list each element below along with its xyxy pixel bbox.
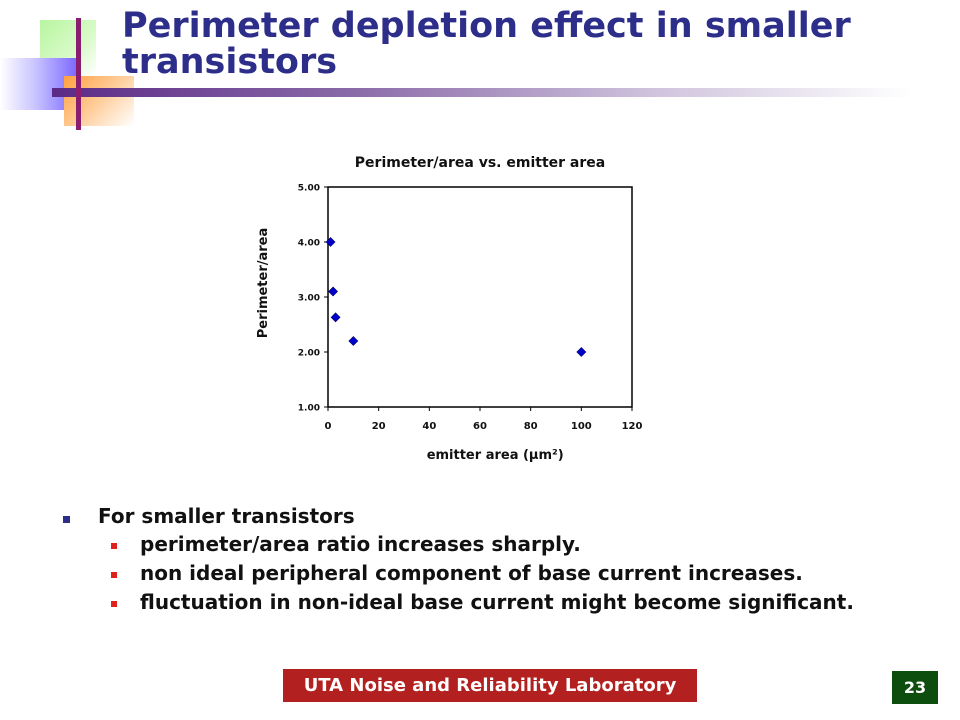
chart-title: Perimeter/area vs. emitter area <box>355 155 605 171</box>
decor-orange-square <box>64 76 134 126</box>
scatter-chart: Perimeter/area vs. emitter area 1.00 2.00 3… <box>256 155 643 463</box>
footer-lab-label: UTA Noise and Reliability Laboratory <box>283 669 697 702</box>
y-axis-label: Perimeter/area <box>256 228 271 339</box>
sub-bullet-square-icon <box>111 572 117 578</box>
data-point <box>330 312 341 323</box>
decor-vertical-bar <box>76 18 81 130</box>
bullet-list: For smaller transistors perimeter/area r… <box>60 504 940 619</box>
y-tick-label: 2.00 <box>298 349 320 359</box>
y-tick-label: 5.00 <box>298 184 320 194</box>
data-point <box>348 336 359 346</box>
x-tick-label: 120 <box>622 421 643 432</box>
sub-bullet: non ideal peripheral component of base c… <box>60 561 940 590</box>
data-point <box>325 237 336 247</box>
x-axis-label: emitter area (µm²) <box>427 448 564 463</box>
x-tick-label: 40 <box>422 421 436 432</box>
bullet-main: For smaller transistors <box>60 504 940 532</box>
x-tick-label: 20 <box>372 421 386 432</box>
y-tick-label: 4.00 <box>298 239 320 249</box>
sub-bullet: perimeter/area ratio increases sharply. <box>60 532 940 561</box>
x-tick-label: 80 <box>524 421 538 432</box>
sub-bullet-square-icon <box>111 601 117 607</box>
x-tick-label: 60 <box>473 421 487 432</box>
x-tick-label: 0 <box>325 421 332 432</box>
sub-bullet-text: non ideal peripheral component of base c… <box>140 561 803 585</box>
plot-area <box>327 186 633 408</box>
bullet-square-icon <box>63 516 70 523</box>
sub-bullet: fluctuation in non-ideal base current mi… <box>60 590 940 619</box>
decor-horizontal-bar <box>52 88 912 97</box>
slide-number: 23 <box>892 671 938 704</box>
data-point <box>328 286 338 297</box>
x-tick-label: 100 <box>571 421 592 432</box>
sub-bullet-square-icon <box>111 543 117 549</box>
slide-title: Perimeter depletion effect in smaller tr… <box>122 6 851 82</box>
data-point <box>576 347 587 357</box>
sub-bullet-text: perimeter/area ratio increases sharply. <box>140 532 581 556</box>
bullet-main-text: For smaller transistors <box>98 504 355 528</box>
y-tick-label: 1.00 <box>298 404 320 414</box>
sub-bullet-text: fluctuation in non-ideal base current mi… <box>140 590 854 614</box>
y-tick-label: 3.00 <box>298 294 320 304</box>
